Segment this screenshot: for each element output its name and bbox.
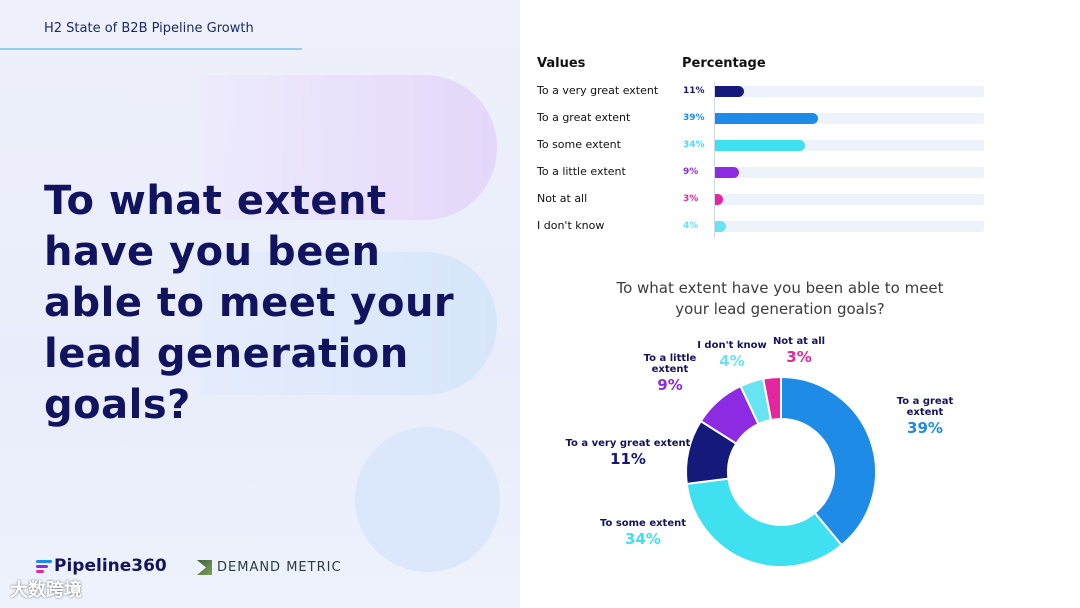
values-column-header: Values (537, 56, 586, 71)
bar-value-label: 9% (683, 167, 699, 177)
bar-value-label: 11% (683, 86, 705, 96)
donut-slice-value: 34% (625, 530, 661, 548)
bar (715, 140, 805, 151)
bar-value-label: 34% (683, 140, 705, 150)
bar-value-label: 4% (683, 221, 699, 231)
bar-category-label: To some extent (537, 138, 621, 151)
bar-category-label: Not at all (537, 192, 588, 205)
bar-track (715, 221, 984, 232)
bar-category-label: I don't know (537, 219, 605, 232)
bar-value-label: 3% (683, 194, 699, 204)
bar-track (715, 113, 984, 124)
decorative-circle (355, 427, 500, 572)
bar-track (715, 140, 984, 151)
percentage-column-header: Percentage (682, 56, 766, 71)
bar-track (715, 194, 984, 205)
slide-question: To what extent have you been able to mee… (44, 178, 455, 428)
donut-slice-name: To a great (896, 396, 954, 407)
donut-chart-title: To what extent have you been able to mee… (560, 278, 1000, 320)
donut-slice-name: I don't know (697, 340, 767, 351)
bar-chart: Values Percentage To a very great extent… (537, 52, 987, 242)
donut-slice-label: I don't know 4% (662, 340, 802, 371)
donut-slice-label: Not at all 3% (729, 336, 869, 367)
bar-category-label: To a very great extent (537, 84, 659, 97)
donut-slice (685, 477, 843, 568)
donut-slice-label: To a great extent 39% (855, 396, 995, 438)
donut-slice-label: To some extent 34% (573, 518, 713, 549)
donut-slice-value: 4% (719, 352, 745, 370)
donut-title-line: your lead generation goals? (675, 300, 885, 318)
donut-slice-value: 11% (610, 450, 646, 468)
bar-category-label: To a little extent (537, 165, 626, 178)
donut-slice-name: extent (651, 364, 689, 375)
donut-title-line: To what extent have you been able to mee… (616, 279, 944, 297)
header-divider (0, 48, 302, 50)
bar-track (715, 167, 984, 178)
donut-slice-label: To a little extent 9% (600, 353, 740, 395)
bar (715, 194, 723, 205)
demand-metric-logo-text: DEMAND METRIC (217, 560, 342, 575)
bar-track (715, 86, 984, 97)
bar-axis-line (714, 82, 715, 238)
bar (715, 113, 818, 124)
decorative-shape-top (200, 75, 497, 220)
demand-metric-logo: DEMAND METRIC (197, 560, 342, 575)
donut-slice-name: Not at all (772, 336, 826, 347)
donut-slice-name: To a little (643, 353, 697, 364)
pipeline360-logo-text: Pipeline360 (54, 556, 167, 576)
bar-value-label: 39% (683, 113, 705, 123)
decorative-shape-middle (200, 252, 497, 395)
donut-slice-name: To a very great extent (565, 438, 691, 449)
donut-slice-value: 3% (786, 348, 812, 366)
donut-slice (780, 375, 877, 547)
bar (715, 86, 745, 97)
donut-slice-name: To some extent (599, 518, 687, 529)
bar-category-label: To a great extent (537, 111, 631, 124)
donut-slice-name: extent (906, 407, 944, 418)
bar (715, 221, 726, 232)
pipeline360-logo: Pipeline360 (36, 556, 167, 576)
donut-slice-value: 9% (657, 376, 683, 394)
pipeline360-logo-icon (36, 558, 52, 574)
donut-slice-value: 39% (907, 419, 943, 437)
report-title: H2 State of B2B Pipeline Growth (44, 21, 254, 36)
bar (715, 167, 739, 178)
donut-slice (762, 375, 782, 422)
watermark: 大数跨境 (10, 580, 82, 601)
donut-slice-label: To a very great extent 11% (558, 438, 698, 469)
